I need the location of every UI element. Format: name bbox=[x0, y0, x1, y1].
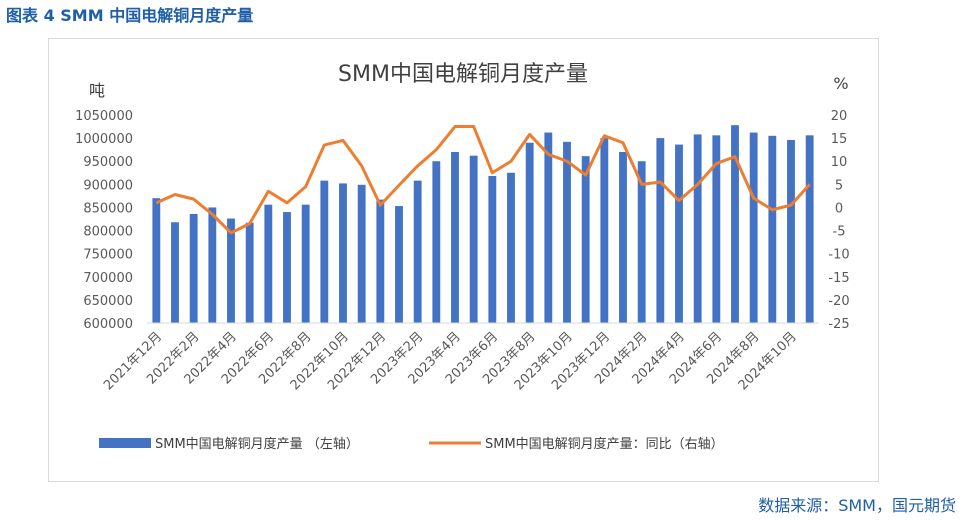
figure-caption: 图表 4 SMM 中国电解铜月度产量 bbox=[6, 6, 254, 25]
x-axis: 2021年12月2022年2月2022年4月2022年6月2022年8月2022… bbox=[101, 322, 819, 393]
line-series bbox=[155, 125, 811, 235]
bar bbox=[432, 161, 441, 323]
source-note: 数据来源：SMM，国元期货 bbox=[758, 496, 956, 515]
bar bbox=[581, 156, 590, 323]
y-right-tick-label: -5 bbox=[833, 225, 846, 240]
legend-label-line: SMM中国电解铜月度产量：同比（右轴） bbox=[485, 436, 724, 452]
bar bbox=[376, 199, 385, 323]
bar bbox=[227, 218, 235, 323]
y-left-tick-label: 700000 bbox=[83, 271, 133, 286]
bar bbox=[395, 206, 403, 323]
chart-title: SMM中国电解铜月度产量 bbox=[338, 62, 588, 87]
legend-swatch-bar bbox=[99, 438, 151, 448]
bar bbox=[805, 135, 814, 323]
y-left-tick-label: 950000 bbox=[83, 155, 133, 170]
bar bbox=[693, 134, 702, 323]
bar bbox=[413, 180, 422, 323]
y-right-axis: 20 15 10 5 0 -5 -10 -15 -20 -25 bbox=[828, 109, 849, 332]
bar bbox=[675, 144, 683, 323]
bar bbox=[563, 141, 571, 323]
legend: SMM中国电解铜月度产量 （左轴） SMM中国电解铜月度产量：同比（右轴） bbox=[99, 436, 724, 452]
bar-series bbox=[152, 125, 814, 324]
bar bbox=[283, 212, 291, 323]
y-right-tick-label: 20 bbox=[831, 109, 848, 124]
bar bbox=[357, 184, 366, 323]
y-left-tick-label: 600000 bbox=[83, 317, 133, 332]
bar bbox=[245, 222, 254, 323]
bar bbox=[152, 198, 161, 323]
bar bbox=[320, 180, 329, 323]
bar bbox=[656, 138, 665, 323]
y-right-tick-label: 10 bbox=[831, 155, 848, 170]
bar bbox=[469, 155, 478, 323]
y-left-tick-label: 1000000 bbox=[75, 132, 133, 147]
y-left-axis: 1050000 1000000 950000 900000 850000 800000 75… bbox=[75, 109, 133, 332]
bar bbox=[731, 125, 739, 324]
y-right-tick-label: -20 bbox=[828, 294, 849, 309]
yoy-line bbox=[155, 125, 811, 235]
y-right-tick-label: -15 bbox=[828, 271, 849, 286]
bar bbox=[507, 172, 515, 323]
y-right-tick-label: 0 bbox=[835, 201, 843, 216]
bar bbox=[600, 138, 609, 323]
bar bbox=[619, 151, 627, 323]
chart-svg: SMM中国电解铜月度产量 吨 % 1050000 1000000 950000 900… bbox=[75, 62, 850, 452]
bar bbox=[339, 183, 347, 323]
bar bbox=[768, 135, 777, 323]
y-left-tick-label: 750000 bbox=[83, 248, 133, 263]
bar bbox=[208, 207, 217, 323]
y-right-tick-label: -10 bbox=[828, 248, 849, 263]
bar bbox=[787, 139, 795, 323]
y-left-unit-label: 吨 bbox=[89, 81, 105, 100]
y-left-tick-label: 900000 bbox=[83, 178, 133, 193]
y-right-tick-label: -25 bbox=[828, 317, 849, 332]
bar bbox=[637, 161, 646, 323]
chart-frame: SMM中国电解铜月度产量 吨 % 1050000 1000000 950000 900… bbox=[48, 38, 879, 482]
y-right-tick-label: 15 bbox=[831, 132, 848, 147]
y-left-tick-label: 1050000 bbox=[75, 109, 133, 124]
bar bbox=[712, 135, 721, 323]
bar bbox=[451, 151, 459, 323]
bar bbox=[749, 132, 758, 323]
bar bbox=[525, 142, 534, 323]
bar bbox=[264, 204, 273, 323]
y-left-tick-label: 850000 bbox=[83, 201, 133, 216]
y-left-tick-label: 800000 bbox=[83, 225, 133, 240]
y-right-tick-label: 5 bbox=[835, 178, 843, 193]
y-left-tick-label: 650000 bbox=[83, 294, 133, 309]
legend-label-bar: SMM中国电解铜月度产量 （左轴） bbox=[155, 436, 359, 452]
bar bbox=[544, 132, 553, 323]
bar bbox=[488, 176, 497, 323]
bar bbox=[189, 213, 198, 323]
y-right-unit-label: % bbox=[833, 74, 848, 93]
bar bbox=[171, 222, 179, 323]
bar bbox=[301, 204, 310, 323]
